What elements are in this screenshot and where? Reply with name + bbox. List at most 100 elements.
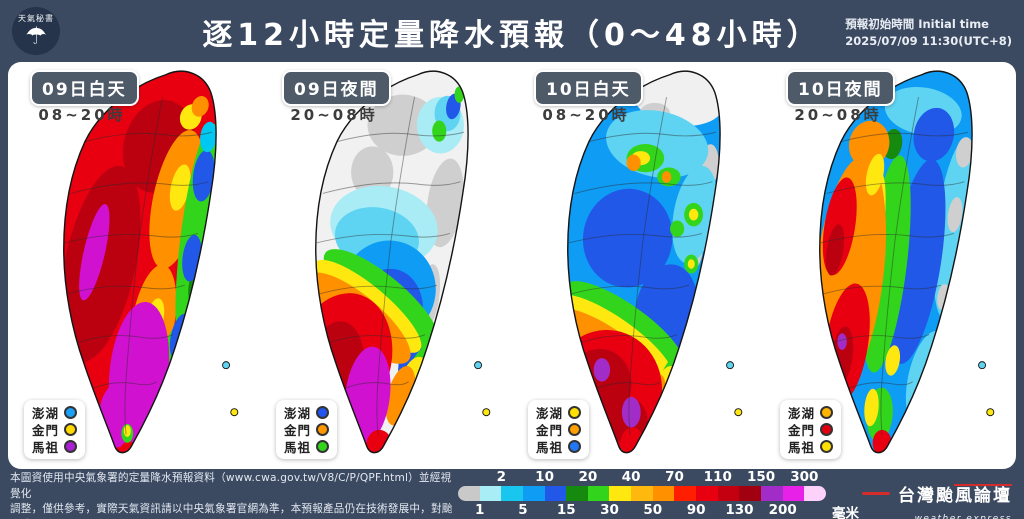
colorbar-segment	[522, 486, 545, 501]
colorbar-tick-label: 50	[643, 502, 663, 518]
colorbar-segment	[696, 486, 718, 501]
colorbar-segment	[544, 486, 567, 501]
legend-island-name: 金門	[788, 423, 816, 438]
legend-row: 馬祖	[32, 438, 78, 455]
colorbar-tick-label: 30	[600, 502, 619, 518]
colorbar-tick-label: 90	[686, 502, 706, 518]
legend-island-name: 金門	[536, 423, 564, 438]
colorbar-segment	[609, 486, 632, 501]
period-badge: 09日白天	[30, 70, 139, 106]
legend-color-dot	[568, 423, 582, 436]
colorbar-tick-label: 15	[556, 502, 576, 518]
colorbar-tick-label: 2	[496, 469, 506, 485]
legend-color-dot	[316, 406, 330, 419]
brand-dash-icon	[862, 492, 890, 495]
legend-row: 澎湖	[536, 404, 582, 421]
colorbar-tick-label: 10	[535, 469, 554, 485]
legend-row: 澎湖	[284, 404, 330, 421]
legend-island-name: 澎湖	[32, 406, 60, 421]
legend-color-dot	[64, 406, 78, 419]
period-time: 08~20時	[38, 106, 126, 124]
app-logo-text: 天氣秘書	[18, 13, 54, 23]
page-title: 逐12小時定量降水預報（0～48小時）	[202, 18, 822, 53]
colorbar-segment	[782, 486, 805, 501]
colorbar-segment	[501, 486, 523, 501]
rainfall-colorbar: 毫米 2 10 20 40 70 110 150 300 1 5 15 30 50 90 130 200	[458, 469, 859, 519]
app-logo: 天氣秘書 ☂	[12, 7, 60, 55]
colorbar-segment	[804, 486, 826, 501]
legend-color-dot	[568, 440, 582, 453]
legend-color-dot	[64, 423, 78, 436]
period-badge: 10日白天	[534, 70, 643, 106]
colorbar-segment	[717, 486, 740, 501]
legend-color-dot	[820, 406, 834, 419]
colorbar-tick-label: 40	[621, 469, 641, 485]
colorbar-segment	[674, 486, 697, 501]
island-legend: 澎湖 金門 馬祖	[24, 400, 86, 459]
legend-row: 澎湖	[788, 404, 834, 421]
legend-island-name: 馬祖	[788, 440, 816, 455]
forecast-panel: 09日白天 08~20時 澎湖金門馬祖	[8, 62, 260, 469]
colorbar-tick-label: 200	[768, 502, 797, 518]
taiwan-map	[63, 70, 239, 454]
colorbar-segment	[760, 486, 783, 501]
colorbar-segment	[479, 486, 502, 501]
legend-color-dot	[316, 440, 330, 453]
disclaimer-line: 調整，僅供參考，實際天氣資訊請以中央氣象署官網為準，本預報產品仍在技術發展中，對…	[10, 503, 453, 519]
legend-row: 金門	[32, 421, 78, 438]
forecast-panel: 10日夜間 20~08時 澎湖 金門 馬祖	[764, 62, 1016, 469]
colorbar-tick-label: 150	[746, 469, 776, 485]
legend-row: 金門	[284, 421, 330, 438]
colorbar-segment	[566, 486, 588, 501]
legend-color-dot	[820, 423, 834, 436]
colorbar-tick-label: 110	[703, 469, 732, 485]
colorbar-segment	[631, 486, 653, 501]
legend-row: 澎湖	[32, 404, 78, 421]
island-legend: 澎湖 金門 馬祖	[276, 400, 338, 459]
colorbar-segment	[739, 486, 761, 501]
colorbar-tick-label: 130	[725, 502, 754, 518]
legend-color-dot	[64, 440, 78, 453]
initial-time-block: 預報初始時間 Initial time 2025/07/09 11:30(UTC…	[845, 16, 1012, 49]
colorbar-segment	[587, 486, 610, 501]
brand-name: 台灣颱風論壇	[898, 486, 1012, 506]
island-legend: 澎湖 金門 馬祖	[780, 400, 842, 459]
taiwan-map	[819, 70, 995, 454]
colorbar-tick-label: 300	[790, 469, 819, 485]
colorbar-tick-label: 20	[578, 469, 598, 485]
legend-color-dot	[316, 423, 330, 436]
legend-island-name: 金門	[284, 423, 312, 438]
colorbar-segment	[458, 486, 480, 501]
colorbar-tick-label: 70	[665, 469, 684, 485]
period-badge: 10日夜間	[786, 70, 895, 106]
taiwan-map	[567, 70, 743, 454]
taiwan-map	[315, 70, 491, 454]
period-badge: 09日夜間	[282, 70, 391, 106]
forecast-panels: 09日白天 08~20時 澎湖 金門 馬祖 09日夜間 20~08時 澎湖 金門 馬祖 …	[8, 62, 1016, 469]
legend-color-dot	[820, 440, 834, 453]
legend-island-name: 澎湖	[536, 406, 564, 421]
header-bar: 天氣秘書 ☂ 逐12小時定量降水預報（0～48小時） 預報初始時間 Initia…	[0, 0, 1024, 62]
umbrella-icon: ☂	[25, 21, 47, 50]
content-panel: 09日白天 08~20時 澎湖 金門 馬祖 09日夜間 20~08時 澎湖 金門 馬祖 …	[8, 62, 1016, 469]
legend-island-name: 金門	[32, 423, 60, 438]
initial-time-label: 預報初始時間 Initial time	[845, 17, 989, 31]
initial-time-value: 2025/07/09 11:30(UTC+8)	[845, 33, 1012, 48]
legend-color-dot	[568, 406, 582, 419]
island-legend: 澎湖 金門 馬祖	[528, 400, 590, 459]
legend-island-name: 澎湖	[284, 406, 312, 421]
colorbar-tick-label: 5	[518, 502, 528, 518]
colorbar-unit: 毫米	[832, 506, 859, 519]
brand-sub: weather express	[914, 514, 1012, 519]
legend-row: 金門	[788, 421, 834, 438]
disclaimer-text: 本圖資使用中央氣象署的定量降水預報資料（www.cwa.gov.tw/V8/C/…	[10, 471, 456, 519]
legend-row: 馬祖	[536, 438, 582, 455]
legend-island-name: 馬祖	[32, 440, 60, 455]
period-time: 08~20時	[542, 106, 630, 124]
rainfall-colorbar-gradient	[458, 486, 826, 501]
legend-island-name: 馬祖	[284, 440, 312, 455]
brand-logo: 台灣颱風論壇 weather express	[852, 481, 1012, 519]
legend-row: 金門	[536, 421, 582, 438]
legend-island-name: 馬祖	[536, 440, 564, 455]
legend-row: 馬祖	[788, 438, 834, 455]
